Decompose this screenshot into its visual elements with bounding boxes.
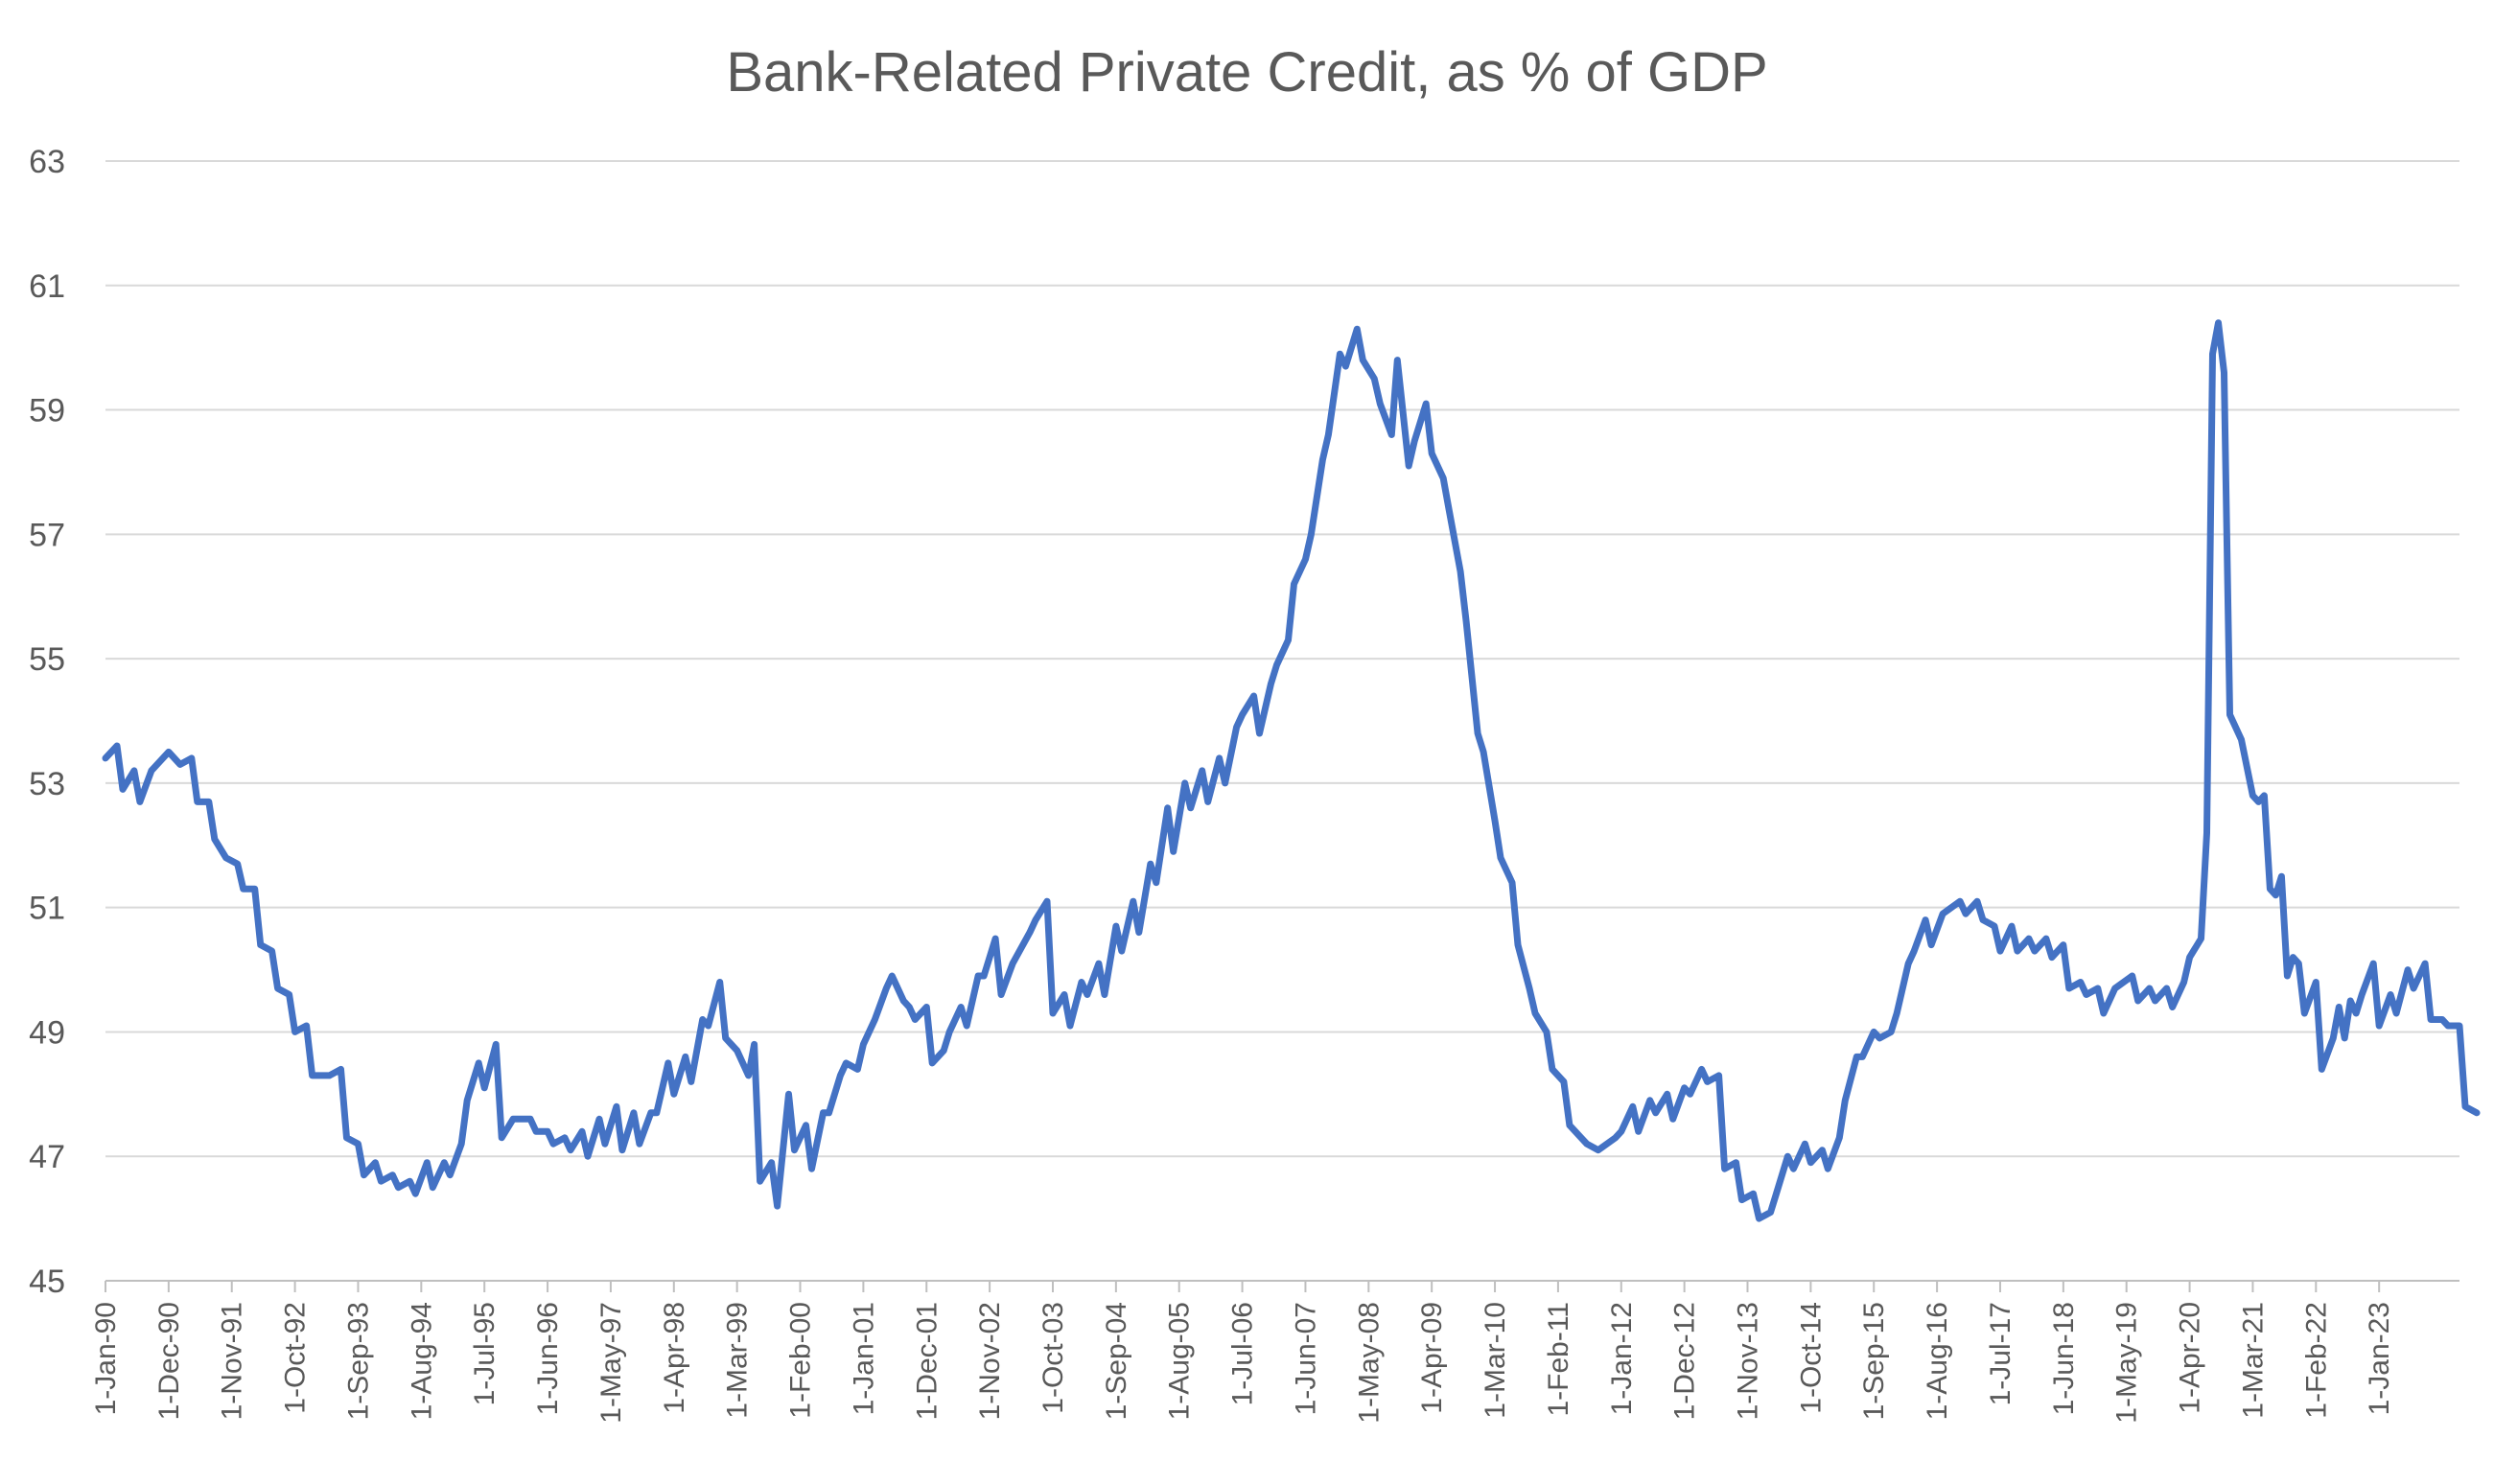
- x-tick-label: 1-Feb-11: [1543, 1302, 1574, 1417]
- x-tick-label: 1-Jan-12: [1606, 1302, 1638, 1415]
- x-tick-label: 1-Mar-21: [2237, 1302, 2269, 1419]
- x-tick-label: 1-Nov-13: [1733, 1302, 1764, 1420]
- x-tick-label: 1-Jan-01: [848, 1302, 879, 1415]
- x-tick-label: 1-Jun-07: [1290, 1302, 1321, 1415]
- x-tick-label: 1-Oct-92: [280, 1302, 312, 1414]
- x-tick-label: 1-Nov-02: [974, 1302, 1006, 1420]
- x-tick-label: 1-Jul-17: [1985, 1302, 2016, 1405]
- series-line-layer: [102, 319, 2481, 1222]
- x-tick-label: 1-Dec-01: [911, 1302, 943, 1420]
- y-tick-label: 53: [29, 766, 65, 802]
- x-tick-label: 1-Aug-05: [1164, 1302, 1196, 1420]
- gridlines: [105, 160, 2459, 1158]
- x-tick-label: 1-Aug-94: [406, 1302, 437, 1420]
- y-tick-label: 51: [29, 891, 65, 927]
- y-tick-label: 63: [29, 144, 65, 180]
- x-axis: 1-Jan-90 1-Dec-90 1-Nov-91 1-Oct-92 1-Sep-93…: [90, 1280, 2459, 1424]
- x-tick-label: 1-Sep-04: [1101, 1302, 1132, 1420]
- x-tick-label: 1-Mar-10: [1480, 1302, 1511, 1419]
- y-tick-label: 47: [29, 1139, 65, 1175]
- x-tick-label: 1-Jan-23: [2364, 1302, 2395, 1415]
- x-tick-label: 1-Feb-22: [2300, 1302, 2332, 1419]
- x-tick-label: 1-Sep-15: [1858, 1302, 1890, 1420]
- x-tick-label: 1-May-97: [595, 1302, 627, 1424]
- x-tick-label: 1-Apr-20: [2175, 1302, 2206, 1414]
- x-tick-label: 1-Aug-16: [1922, 1302, 1953, 1420]
- x-tick-label: 1-Jul-95: [469, 1302, 501, 1405]
- x-tick-label: 1-Apr-09: [1416, 1302, 1448, 1414]
- x-tick-label: 1-Jan-90: [90, 1302, 122, 1415]
- y-tick-label: 61: [29, 268, 65, 305]
- x-tick-label: 1-Jun-18: [2048, 1302, 2080, 1415]
- y-tick-label: 49: [29, 1014, 65, 1051]
- x-tick-label: 1-Oct-14: [1795, 1302, 1827, 1414]
- x-tick-label: 1-May-08: [1353, 1302, 1385, 1424]
- y-tick-label: 57: [29, 517, 65, 553]
- x-tick-label: 1-Dec-90: [153, 1302, 185, 1420]
- chart-title: Bank-Related Private Credit, as % of GDP: [726, 41, 1768, 104]
- x-tick-label: 1-Feb-00: [785, 1302, 817, 1419]
- y-tick-label: 55: [29, 641, 65, 678]
- y-axis-tick-labels: 45 47 49 51 53 55 57 59 61 63: [29, 144, 65, 1300]
- y-tick-label: 59: [29, 393, 65, 429]
- series-line: [102, 319, 2481, 1222]
- x-tick-label: 1-Sep-93: [342, 1302, 374, 1420]
- y-tick-label: 45: [29, 1264, 65, 1300]
- x-tick-label: 1-Apr-98: [659, 1302, 690, 1414]
- x-tick-label: 1-May-19: [2111, 1302, 2143, 1424]
- x-tick-label: 1-Dec-12: [1669, 1302, 1701, 1420]
- x-tick-label: 1-Jun-96: [532, 1302, 564, 1415]
- x-tick-label: 1-Oct-03: [1037, 1302, 1069, 1414]
- x-tick-label: 1-Nov-91: [217, 1302, 248, 1420]
- x-tick-label: 1-Jul-06: [1227, 1302, 1259, 1405]
- x-tick-label: 1-Mar-99: [722, 1302, 754, 1419]
